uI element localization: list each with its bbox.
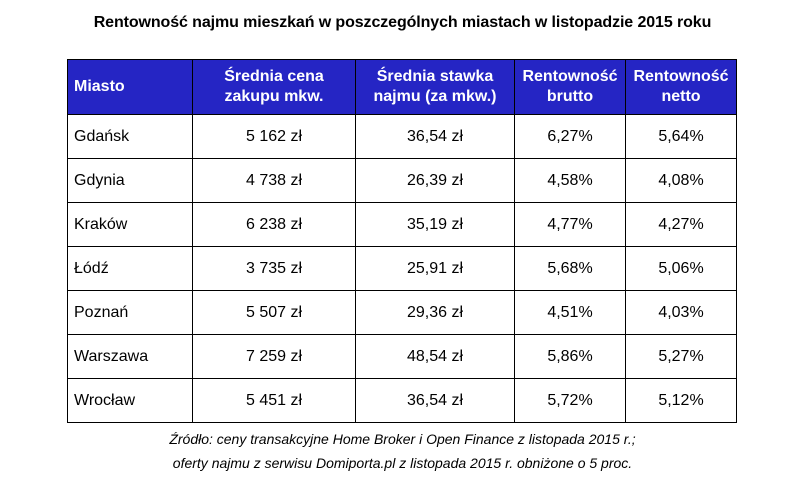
cell-rent-rate: 48,54 zł bbox=[355, 334, 515, 379]
cell-city: Warszawa bbox=[67, 334, 193, 379]
cell-net-yield: 5,12% bbox=[625, 378, 737, 423]
source-note-line-1: Źródło: ceny transakcyjne Home Broker i … bbox=[169, 431, 636, 447]
cell-rent-rate: 25,91 zł bbox=[355, 246, 515, 291]
cell-purchase-price: 5 162 zł bbox=[192, 114, 356, 159]
header-srednia-stawka-line-2: najmu (za mkw.) bbox=[373, 88, 497, 105]
source-note-line-2: oferty najmu z serwisu Domiporta.pl z li… bbox=[172, 455, 633, 471]
cell-gross-yield: 4,77% bbox=[514, 202, 626, 247]
data-table: Miasto Średnia cena zakupu mkw. Średnia … bbox=[67, 59, 737, 423]
cell-net-yield: 5,06% bbox=[625, 246, 737, 291]
cell-rent-rate: 26,39 zł bbox=[355, 158, 515, 203]
cell-city: Kraków bbox=[67, 202, 193, 247]
cell-city: Gdańsk bbox=[67, 114, 193, 159]
cell-net-yield: 4,27% bbox=[625, 202, 737, 247]
table-row: Gdynia 4 738 zł 26,39 zł 4,58% 4,08% bbox=[67, 158, 737, 203]
header-miasto-line-1: Miasto bbox=[74, 78, 125, 95]
table-row: Gdańsk 5 162 zł 36,54 zł 6,27% 5,64% bbox=[67, 114, 737, 159]
cell-city: Gdynia bbox=[67, 158, 193, 203]
cell-city: Łódź bbox=[67, 246, 193, 291]
cell-rent-rate: 35,19 zł bbox=[355, 202, 515, 247]
header-rentownosc-netto: Rentowność netto bbox=[625, 59, 737, 115]
header-rentownosc-netto-line-2: netto bbox=[661, 88, 701, 105]
header-rentownosc-brutto: Rentowność brutto bbox=[514, 59, 626, 115]
cell-gross-yield: 5,72% bbox=[514, 378, 626, 423]
cell-city: Wrocław bbox=[67, 378, 193, 423]
header-miasto: Miasto bbox=[67, 59, 193, 115]
header-srednia-cena-line-2: zakupu mkw. bbox=[224, 88, 324, 105]
cell-net-yield: 4,03% bbox=[625, 290, 737, 335]
cell-purchase-price: 5 507 zł bbox=[192, 290, 356, 335]
table-row: Poznań 5 507 zł 29,36 zł 4,51% 4,03% bbox=[67, 290, 737, 335]
table-row: Kraków 6 238 zł 35,19 zł 4,77% 4,27% bbox=[67, 202, 737, 247]
header-srednia-cena-line-1: Średnia cena bbox=[224, 68, 324, 85]
cell-purchase-price: 6 238 zł bbox=[192, 202, 356, 247]
cell-rent-rate: 36,54 zł bbox=[355, 378, 515, 423]
cell-gross-yield: 4,58% bbox=[514, 158, 626, 203]
cell-gross-yield: 6,27% bbox=[514, 114, 626, 159]
cell-net-yield: 4,08% bbox=[625, 158, 737, 203]
cell-purchase-price: 3 735 zł bbox=[192, 246, 356, 291]
cell-rent-rate: 29,36 zł bbox=[355, 290, 515, 335]
cell-net-yield: 5,64% bbox=[625, 114, 737, 159]
cell-purchase-price: 5 451 zł bbox=[192, 378, 356, 423]
table-row: Wrocław 5 451 zł 36,54 zł 5,72% 5,12% bbox=[67, 378, 737, 423]
cell-purchase-price: 4 738 zł bbox=[192, 158, 356, 203]
header-srednia-cena: Średnia cena zakupu mkw. bbox=[192, 59, 356, 115]
chart-title: Rentowność najmu mieszkań w poszczególny… bbox=[93, 14, 712, 31]
header-rentownosc-brutto-line-2: brutto bbox=[546, 88, 594, 105]
table-row: Warszawa 7 259 zł 48,54 zł 5,86% 5,27% bbox=[67, 334, 737, 379]
header-rentownosc-brutto-line-1: Rentowność bbox=[522, 68, 618, 85]
header-rentownosc-netto-line-1: Rentowność bbox=[633, 68, 729, 85]
cell-purchase-price: 7 259 zł bbox=[192, 334, 356, 379]
cell-gross-yield: 5,68% bbox=[514, 246, 626, 291]
header-row: Miasto Średnia cena zakupu mkw. Średnia … bbox=[67, 59, 737, 115]
cell-gross-yield: 5,86% bbox=[514, 334, 626, 379]
cell-gross-yield: 4,51% bbox=[514, 290, 626, 335]
cell-rent-rate: 36,54 zł bbox=[355, 114, 515, 159]
table-row: Łódź 3 735 zł 25,91 zł 5,68% 5,06% bbox=[67, 246, 737, 291]
header-srednia-stawka: Średnia stawka najmu (za mkw.) bbox=[355, 59, 515, 115]
cell-net-yield: 5,27% bbox=[625, 334, 737, 379]
header-srednia-stawka-line-1: Średnia stawka bbox=[376, 68, 494, 85]
cell-city: Poznań bbox=[67, 290, 193, 335]
